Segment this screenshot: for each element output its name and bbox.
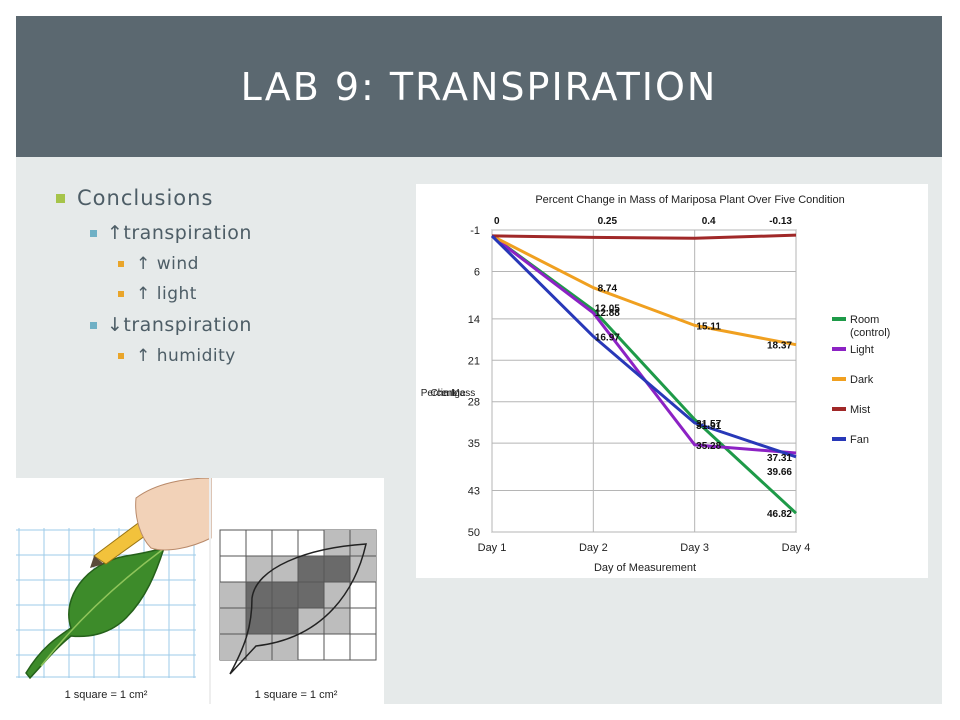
- data-label: 0: [494, 216, 500, 227]
- data-label: 35.28: [696, 441, 721, 452]
- legend-label: Mist: [850, 404, 870, 416]
- data-label: 12.05: [595, 303, 620, 314]
- chart-image: Percent Change in Mass of Mariposa Plant…: [416, 184, 928, 578]
- title-bar: LAB 9: TRANSPIRATION: [16, 16, 942, 157]
- legend-label-line2: (control): [850, 327, 890, 339]
- series-line: [491, 234, 797, 347]
- data-label: 15.11: [696, 321, 721, 332]
- bullet-text: transpiration: [123, 314, 252, 336]
- data-label: 18.37: [767, 341, 792, 352]
- chart-grid: -1 6 14 21 28 35 43 50 Day 1 Day 2 Day 3 Day 4: [468, 225, 811, 554]
- bullet-square-icon: [118, 261, 124, 267]
- bullet-light: ↑ light: [118, 284, 252, 304]
- data-label: -0.13: [769, 216, 792, 227]
- y-tick-label: 43: [468, 486, 480, 498]
- y-tick-label: 50: [468, 527, 480, 539]
- y-axis-label-line1: Percent: [421, 388, 456, 399]
- series-line: [491, 234, 798, 515]
- leaf-area-figure: 1 square = 1 cm² 1 square = 1 cm²: [16, 477, 384, 704]
- bullet-square-icon: [90, 229, 97, 237]
- y-tick-label: 6: [474, 266, 480, 278]
- leaf-caption-right: 1 square = 1 cm²: [255, 689, 338, 701]
- data-label: 8.74: [598, 284, 618, 295]
- data-label: 31.57: [696, 419, 721, 430]
- y-tick-label: 35: [468, 438, 480, 450]
- series-line: [491, 233, 797, 240]
- x-tick-label: Day 1: [478, 542, 507, 554]
- bullet-square-icon: [56, 193, 65, 203]
- bullet-text: transpiration: [123, 222, 252, 244]
- legend-label: Light: [850, 344, 874, 356]
- up-arrow-icon: ↑: [136, 254, 151, 274]
- bullet-wind: ↑ wind: [118, 254, 252, 274]
- pencil-hand-icon: [90, 477, 212, 568]
- slide-title: LAB 9: TRANSPIRATION: [240, 64, 718, 109]
- x-tick-label: Day 4: [782, 542, 811, 554]
- y-tick-label: 21: [468, 355, 480, 367]
- bullet-decrease-transpiration: ↓ transpiration: [90, 314, 252, 336]
- bullet-text: Conclusions: [77, 186, 214, 210]
- x-axis-label: Day of Measurement: [594, 562, 696, 574]
- legend-label: Dark: [850, 374, 874, 386]
- data-label: 16.97: [595, 332, 620, 343]
- bullet-square-icon: [118, 291, 124, 297]
- bullet-text: wind: [156, 254, 199, 274]
- up-arrow-icon: ↑: [136, 346, 151, 366]
- bullet-square-icon: [118, 353, 124, 359]
- y-tick-label: 28: [468, 397, 480, 409]
- legend-label: Room: [850, 314, 879, 326]
- leaf-caption-left: 1 square = 1 cm²: [65, 689, 148, 701]
- bullet-increase-transpiration: ↑ transpiration: [90, 222, 252, 244]
- bullet-conclusions: Conclusions: [56, 186, 252, 210]
- data-label: 37.31: [767, 453, 792, 464]
- x-tick-label: Day 3: [680, 542, 709, 554]
- data-label: 31.91: [696, 421, 721, 432]
- down-arrow-icon: ↓: [107, 314, 124, 336]
- data-label: 0.25: [598, 216, 618, 227]
- chart-legend: Room(control) Light Dark Mist Fan: [832, 314, 890, 446]
- y-tick-label: 14: [468, 314, 480, 326]
- x-tick-label: Day 2: [579, 542, 608, 554]
- chart-title: Percent Change in Mass of Mariposa Plant…: [535, 194, 844, 206]
- bullet-square-icon: [90, 321, 97, 329]
- y-axis-label-line2: Change: [430, 388, 465, 399]
- bullet-text: humidity: [156, 346, 236, 366]
- data-label: 39.66: [767, 467, 792, 478]
- leaf-grid-illustration: 1 square = 1 cm² 1 square = 1 cm²: [16, 477, 377, 704]
- bullet-list: Conclusions ↑ transpiration ↑ wind ↑ lig…: [56, 186, 252, 376]
- bullet-text: light: [156, 284, 197, 304]
- up-arrow-icon: ↑: [136, 284, 151, 304]
- legend-label: Fan: [850, 434, 869, 446]
- data-label: 12.88: [595, 308, 620, 319]
- y-axis-label-line3: in Mass: [441, 388, 475, 399]
- bullet-humidity: ↑ humidity: [118, 346, 252, 366]
- up-arrow-icon: ↑: [107, 222, 124, 244]
- data-label: 46.82: [767, 509, 792, 520]
- line-chart: Percent Change in Mass of Mariposa Plant…: [421, 194, 891, 574]
- chart-series: [490, 233, 798, 515]
- data-label: 0.4: [702, 216, 716, 227]
- right-grid: [219, 529, 377, 675]
- y-tick-label: -1: [470, 225, 480, 237]
- series-line: [490, 234, 797, 459]
